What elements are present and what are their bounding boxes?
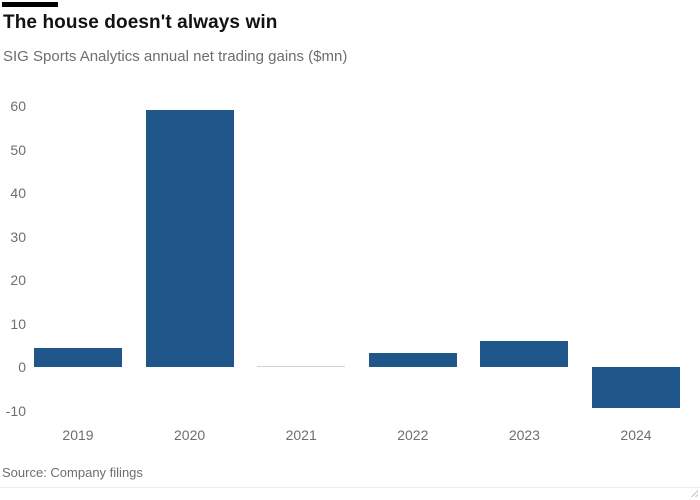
bar-2020 — [145, 110, 234, 367]
bar-chart: -10 0 10 20 30 40 50 60 2019 2020 2021 2022 2023 2024 — [5, 98, 680, 443]
y-axis-tick-label: 50 — [10, 141, 26, 158]
y-axis-tick-label: 60 — [10, 98, 26, 114]
chart-subtitle: SIG Sports Analytics annual net trading … — [3, 48, 348, 65]
chart-title: The house doesn't always win — [3, 12, 278, 33]
y-axis-tick-label: 30 — [10, 228, 26, 245]
y-axis-tick-label: 40 — [10, 185, 26, 201]
x-axis-label-2019: 2019 — [62, 427, 94, 443]
x-axis-label-2022: 2022 — [397, 427, 429, 443]
y-axis-tick-label: 0 — [18, 359, 26, 375]
bar-2022 — [368, 353, 457, 367]
x-axis-label-2024: 2024 — [620, 427, 652, 443]
resize-grip-icon[interactable] — [688, 487, 698, 497]
x-axis-label-2023: 2023 — [508, 427, 540, 443]
bottom-rule — [0, 487, 700, 488]
y-axis-tick-label: 10 — [10, 315, 26, 332]
x-axis-label-2020: 2020 — [174, 427, 206, 443]
bar-2021 — [257, 366, 346, 367]
bar-2023 — [480, 340, 569, 367]
y-axis-tick-label: 20 — [10, 272, 26, 288]
source-note: Source: Company filings — [2, 465, 143, 480]
x-axis-label-2021: 2021 — [285, 427, 317, 443]
y-axis-tick-label: -10 — [5, 402, 26, 419]
bar-2024 — [592, 367, 680, 409]
bar-2019 — [34, 347, 122, 367]
ft-top-rule — [2, 2, 58, 7]
